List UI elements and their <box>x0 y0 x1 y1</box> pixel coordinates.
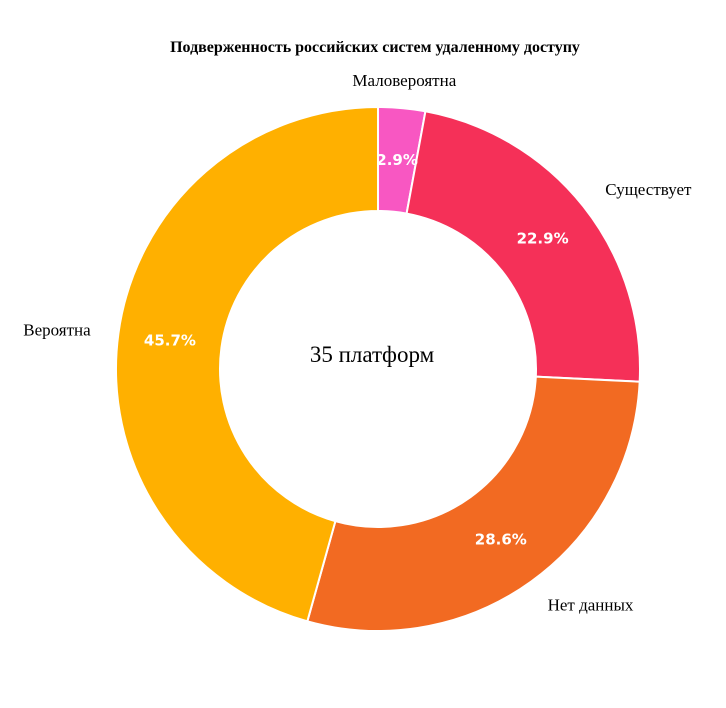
slice-2-category-label: Существует <box>605 180 692 199</box>
percent-labels-group: 2.9% 22.9% 28.6% 45.7% <box>144 151 569 548</box>
slice-4-wedge <box>115 105 379 623</box>
slice-3-percent-label: 28.6% <box>475 530 527 548</box>
slice-1-percent-label: 2.9% <box>376 151 418 169</box>
slice-2-wedge <box>405 110 641 383</box>
slice-3-wedge <box>306 375 641 632</box>
slice-3-category-label: Нет данных <box>548 595 634 614</box>
slice-2-percent-label: 22.9% <box>517 230 569 248</box>
slice-1-category-label: Маловероятна <box>352 71 456 90</box>
slices-group <box>115 105 641 632</box>
outer-labels-group: Маловероятна Существует Нет данных Вероятна <box>23 71 692 614</box>
slice-4-category-label: Вероятна <box>23 321 91 340</box>
slice-4-percent-label: 45.7% <box>144 331 196 349</box>
chart-title: Подверженность российских систем удаленн… <box>170 39 580 56</box>
center-label: 35 платформ <box>310 342 435 367</box>
